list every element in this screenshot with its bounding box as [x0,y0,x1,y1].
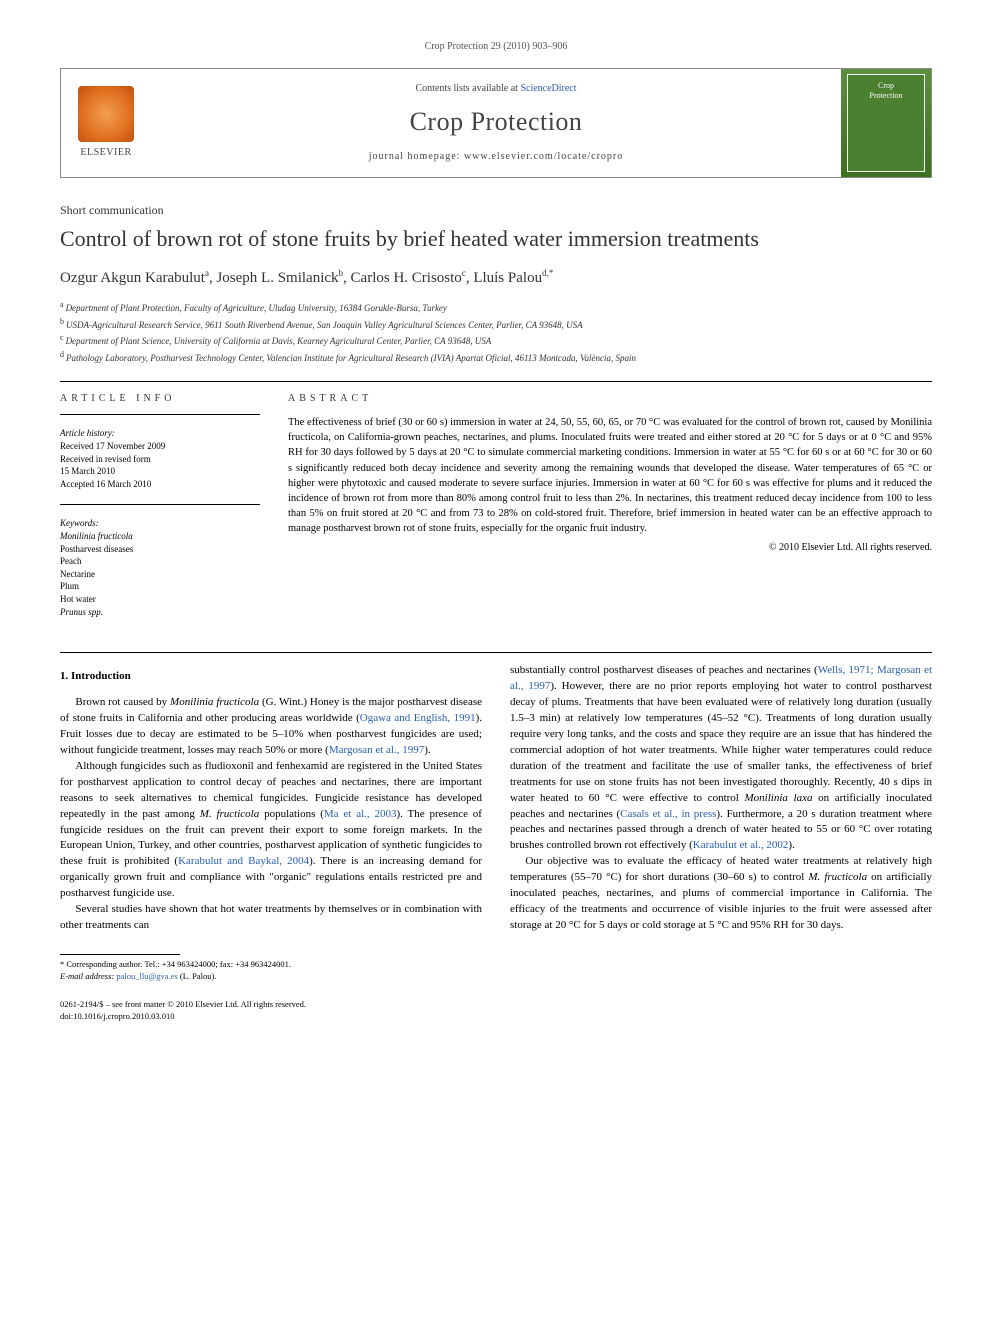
sciencedirect-link[interactable]: ScienceDirect [520,83,576,94]
affiliation-line: cDepartment of Plant Science, University… [60,332,932,349]
contents-line: Contents lists available at ScienceDirec… [415,82,576,96]
cover-thumbnail: Crop Protection [847,74,925,172]
history-line: Received in revised form [60,453,260,466]
body-two-column: 1. Introduction Brown rot caused by Moni… [60,663,932,934]
affiliation-line: bUSDA-Agricultural Research Service, 961… [60,316,932,333]
history-line: Received 17 November 2009 [60,440,260,453]
abstract-column: ABSTRACT The effectiveness of brief (30 … [288,392,932,632]
publisher-name: ELSEVIER [80,146,131,160]
body-paragraph-1: Brown rot caused by Monilinia fructicola… [60,695,482,759]
p4-text-b: ). However, there are no prior reports e… [510,680,932,804]
p4-text-e: ). [788,839,794,851]
keyword-line: Postharvest diseases [60,543,260,556]
keyword-line: Nectarine [60,568,260,581]
article-history: Article history: Received 17 November 20… [60,427,260,490]
corresponding-author-footnote: * Corresponding author. Tel.: +34 963424… [60,959,932,983]
citation-karabulut-baykal[interactable]: Karabulut and Baykal, 2004 [178,855,309,867]
article-info-heading: ARTICLE INFO [60,392,260,406]
p5-italic-1: M. fructicola [808,871,867,883]
divider-top [60,381,932,382]
keywords-label: Keywords: [60,517,260,530]
article-type: Short communication [60,202,932,219]
p1-italic-1: Monilinia fructicola [170,696,259,708]
email-suffix: (L. Palou). [178,971,217,981]
body-paragraph-4: substantially control postharvest diseas… [510,663,932,854]
keyword-line: Peach [60,555,260,568]
history-label: Article history: [60,427,260,440]
affiliation-list: aDepartment of Plant Protection, Faculty… [60,299,932,365]
p4-italic-1: Monilinia laxa [745,792,813,804]
article-info-column: ARTICLE INFO Article history: Received 1… [60,392,260,632]
cover-title-line2: Protection [870,91,903,101]
citation-casals[interactable]: Casals et al., in press [620,808,716,820]
body-paragraph-2: Although fungicides such as fludioxonil … [60,759,482,902]
history-line: Accepted 16 March 2010 [60,478,260,491]
body-paragraph-3: Several studies have shown that hot wate… [60,902,482,934]
p2-text-b: populations ( [259,808,324,820]
homepage-prefix: journal homepage: [369,151,464,162]
citation-margosan[interactable]: Margosan et al., 1997 [329,744,424,756]
article-title: Control of brown rot of stone fruits by … [60,225,932,254]
keywords-block: Keywords: Monilinia fructicolaPostharves… [60,517,260,618]
divider-bottom [60,652,932,653]
affiliation-line: aDepartment of Plant Protection, Faculty… [60,299,932,316]
abstract-text: The effectiveness of brief (30 or 60 s) … [288,415,932,537]
corr-email-link[interactable]: palou_llu@gva.es [116,971,177,981]
elsevier-tree-icon [78,86,134,142]
homepage-url[interactable]: www.elsevier.com/locate/cropro [464,151,623,162]
email-label: E-mail address: [60,971,116,981]
citation-ogawa[interactable]: Ogawa and English, 1991 [360,712,476,724]
affiliation-line: dPathology Laboratory, Postharvest Techn… [60,349,932,366]
publisher-block: ELSEVIER [61,69,151,177]
citation-karabulut-2002[interactable]: Karabulut et al., 2002 [693,839,789,851]
author-list: Ozgur Akgun Karabuluta, Joseph L. Smilan… [60,267,932,289]
p1-text-d: ). [424,744,430,756]
journal-banner: ELSEVIER Contents lists available at Sci… [60,68,932,178]
p1-text-a: Brown rot caused by [75,696,170,708]
contents-prefix: Contents lists available at [415,83,520,94]
info-divider-2 [60,504,260,505]
corr-email-line: E-mail address: palou_llu@gva.es (L. Pal… [60,971,932,983]
section-1-heading: 1. Introduction [60,669,482,685]
journal-cover: Crop Protection [841,69,931,177]
keyword-line: Hot water [60,593,260,606]
corr-author-line: * Corresponding author. Tel.: +34 963424… [60,959,932,971]
running-head: Crop Protection 29 (2010) 903–906 [60,40,932,54]
keyword-line: Prunus spp. [60,606,260,619]
cover-title-line1: Crop [878,81,894,91]
footnote-divider [60,954,180,955]
abstract-copyright: © 2010 Elsevier Ltd. All rights reserved… [288,541,932,556]
history-line: 15 March 2010 [60,465,260,478]
body-paragraph-5: Our objective was to evaluate the effica… [510,854,932,934]
banner-center: Contents lists available at ScienceDirec… [151,69,841,177]
doi-line: doi:10.1016/j.cropro.2010.03.010 [60,1011,932,1023]
keyword-line: Monilinia fructicola [60,530,260,543]
info-divider-1 [60,414,260,415]
front-matter-line: 0261-2194/$ – see front matter © 2010 El… [60,999,932,1011]
keyword-line: Plum [60,580,260,593]
journal-name: Crop Protection [410,104,583,140]
abstract-heading: ABSTRACT [288,392,932,407]
citation-ma[interactable]: Ma et al., 2003 [324,808,397,820]
homepage-line: journal homepage: www.elsevier.com/locat… [369,150,624,164]
p4-text-a: substantially control postharvest diseas… [510,664,818,676]
doi-block: 0261-2194/$ – see front matter © 2010 El… [60,999,932,1023]
p2-italic-1: M. fructicola [200,808,260,820]
